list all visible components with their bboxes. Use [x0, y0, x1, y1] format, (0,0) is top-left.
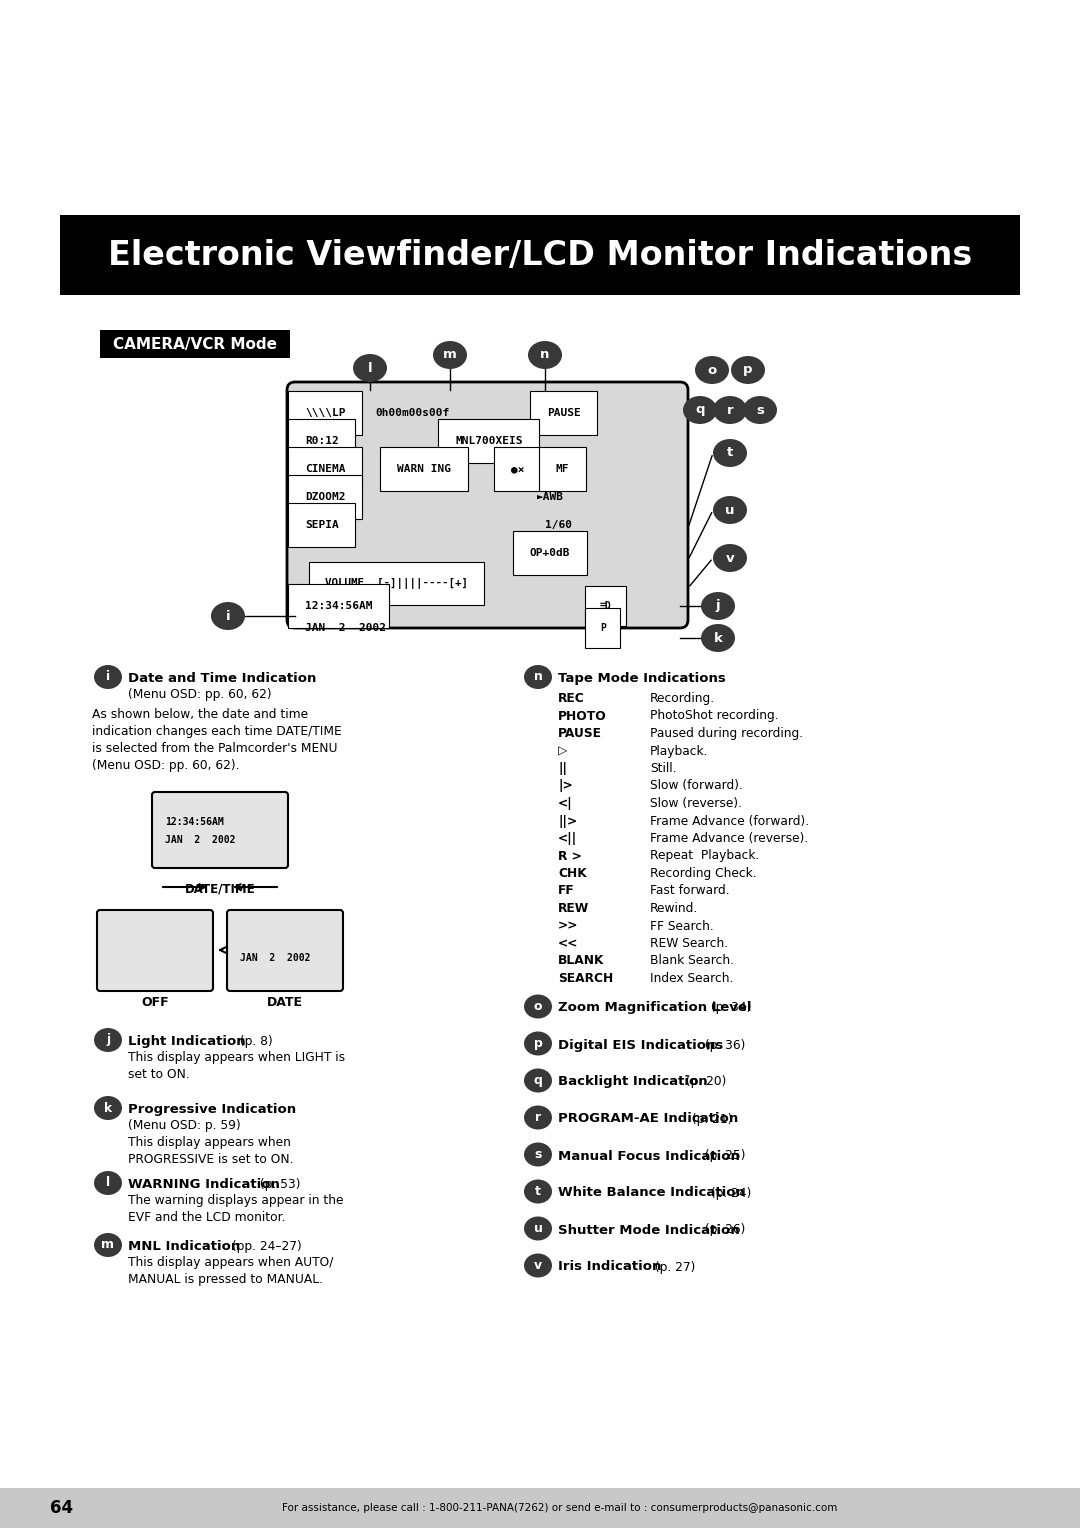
Text: Date and Time Indication: Date and Time Indication — [129, 672, 316, 685]
Text: Recording.: Recording. — [650, 692, 715, 704]
Text: (Menu OSD: p. 59)
This display appears when
PROGRESSIVE is set to ON.: (Menu OSD: p. 59) This display appears w… — [129, 1118, 294, 1166]
Text: For assistance, please call : 1-800-211-PANA(7262) or send e-mail to : consumerp: For assistance, please call : 1-800-211-… — [282, 1504, 838, 1513]
Text: DZOOM2: DZOOM2 — [305, 492, 346, 503]
Text: Digital EIS Indications: Digital EIS Indications — [558, 1039, 724, 1051]
Text: The warning displays appear in the
EVF and the LCD monitor.: The warning displays appear in the EVF a… — [129, 1193, 343, 1224]
Ellipse shape — [713, 439, 747, 468]
Text: Frame Advance (reverse).: Frame Advance (reverse). — [650, 833, 808, 845]
Text: p: p — [743, 364, 753, 376]
Text: p: p — [534, 1038, 542, 1050]
Bar — [60, 215, 1020, 295]
Text: Fast forward.: Fast forward. — [650, 885, 730, 897]
FancyBboxPatch shape — [287, 382, 688, 628]
Ellipse shape — [94, 1028, 122, 1051]
Text: Progressive Indication: Progressive Indication — [129, 1103, 296, 1115]
Text: 0h00m00s00f: 0h00m00s00f — [375, 408, 449, 419]
Text: Zoom Magnification Level: Zoom Magnification Level — [558, 1001, 752, 1015]
Text: (p. 21): (p. 21) — [688, 1112, 732, 1126]
Text: u: u — [726, 504, 734, 516]
Text: u: u — [534, 1222, 542, 1235]
Text: Iris Indication: Iris Indication — [558, 1261, 661, 1273]
Ellipse shape — [713, 497, 747, 524]
Text: PAUSE: PAUSE — [558, 727, 602, 740]
Text: BLANK: BLANK — [558, 955, 605, 967]
Text: Index Search.: Index Search. — [650, 972, 733, 986]
FancyBboxPatch shape — [152, 792, 288, 868]
Ellipse shape — [94, 1170, 122, 1195]
Text: CHK: CHK — [558, 866, 586, 880]
Text: JAN  2  2002: JAN 2 2002 — [240, 953, 311, 963]
Text: Repeat  Playback.: Repeat Playback. — [650, 850, 759, 862]
Text: OFF: OFF — [141, 996, 168, 1008]
Text: PROGRAM-AE Indication: PROGRAM-AE Indication — [558, 1112, 739, 1126]
Text: As shown below, the date and time
indication changes each time DATE/TIME
is sele: As shown below, the date and time indica… — [92, 707, 341, 772]
Ellipse shape — [524, 1180, 552, 1204]
Ellipse shape — [524, 1143, 552, 1166]
Ellipse shape — [524, 1253, 552, 1277]
Text: REW Search.: REW Search. — [650, 937, 728, 950]
Text: DATE/TIME: DATE/TIME — [185, 883, 255, 895]
Text: Light Indication: Light Indication — [129, 1034, 245, 1048]
Ellipse shape — [696, 356, 729, 384]
Text: i: i — [226, 610, 230, 622]
Text: DATE: DATE — [267, 996, 303, 1008]
Text: VOLUME  [-]||||----[+]: VOLUME [-]||||----[+] — [325, 578, 468, 588]
Text: ●×: ●× — [511, 465, 525, 474]
Text: s: s — [535, 1148, 542, 1161]
Text: i: i — [106, 671, 110, 683]
Text: 12:34:56AM: 12:34:56AM — [305, 601, 373, 611]
Text: FF Search.: FF Search. — [650, 920, 714, 932]
FancyBboxPatch shape — [227, 911, 343, 992]
FancyBboxPatch shape — [97, 911, 213, 992]
Text: P: P — [600, 623, 606, 633]
Text: White Balance Indication: White Balance Indication — [558, 1187, 745, 1199]
Text: Frame Advance (forward).: Frame Advance (forward). — [650, 814, 809, 828]
Text: Backlight Indication: Backlight Indication — [558, 1076, 707, 1088]
Text: MF: MF — [556, 465, 569, 474]
Ellipse shape — [353, 354, 387, 382]
Text: <||: <|| — [558, 833, 577, 845]
Text: n: n — [540, 348, 550, 362]
Ellipse shape — [701, 591, 735, 620]
Text: t: t — [727, 446, 733, 460]
Text: j: j — [106, 1033, 110, 1047]
Text: ►AWB: ►AWB — [537, 492, 564, 503]
Ellipse shape — [94, 1096, 122, 1120]
Text: q: q — [534, 1074, 542, 1086]
Text: >>: >> — [558, 920, 579, 932]
Bar — [100, 330, 291, 358]
Ellipse shape — [743, 396, 777, 423]
Ellipse shape — [528, 341, 562, 368]
Ellipse shape — [524, 1031, 552, 1056]
Ellipse shape — [524, 665, 552, 689]
Text: m: m — [102, 1239, 114, 1251]
Text: Tape Mode Indications: Tape Mode Indications — [558, 672, 726, 685]
Text: v: v — [726, 552, 734, 564]
Ellipse shape — [683, 396, 717, 423]
Text: Blank Search.: Blank Search. — [650, 955, 734, 967]
Text: r: r — [535, 1111, 541, 1125]
Text: REW: REW — [558, 902, 590, 915]
Text: ||: || — [558, 762, 567, 775]
Text: PhotoShot recording.: PhotoShot recording. — [650, 709, 779, 723]
Ellipse shape — [433, 341, 467, 368]
Text: q: q — [696, 403, 705, 417]
Text: OP+0dB: OP+0dB — [530, 549, 570, 558]
Ellipse shape — [211, 602, 245, 630]
Text: Slow (forward).: Slow (forward). — [650, 779, 743, 793]
Text: ||>: ||> — [558, 814, 577, 828]
Text: (p. 24): (p. 24) — [706, 1187, 752, 1199]
Text: 64: 64 — [51, 1499, 73, 1517]
Text: o: o — [534, 999, 542, 1013]
Text: 12:34:56AM: 12:34:56AM — [165, 817, 224, 827]
Text: JAN  2  2002: JAN 2 2002 — [305, 623, 386, 633]
Ellipse shape — [731, 356, 765, 384]
Text: WARNING Indication: WARNING Indication — [129, 1178, 280, 1190]
Text: CINEMA: CINEMA — [305, 465, 346, 474]
Text: s: s — [756, 403, 764, 417]
Text: |>: |> — [558, 779, 572, 793]
Text: (p. 53): (p. 53) — [256, 1178, 300, 1190]
Text: <<: << — [558, 937, 579, 950]
Text: This display appears when AUTO/
MANUAL is pressed to MANUAL.: This display appears when AUTO/ MANUAL i… — [129, 1256, 334, 1287]
Text: PHOTO: PHOTO — [558, 709, 607, 723]
